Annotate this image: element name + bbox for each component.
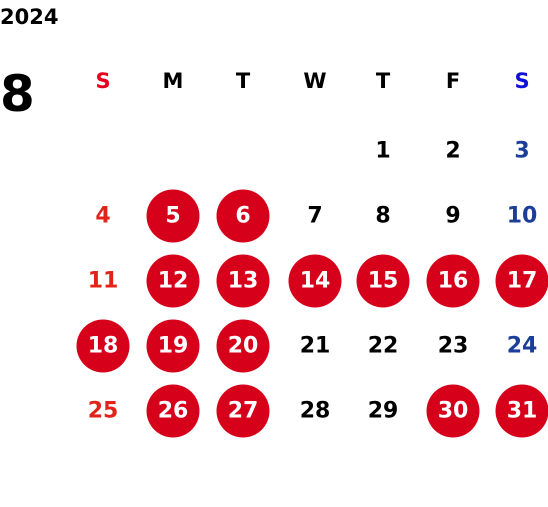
day-number: 9 [445,204,460,229]
day-number: 27 [228,399,259,424]
day-number: 16 [438,269,469,294]
day-number: 15 [368,269,399,294]
day-number: 19 [158,334,189,359]
day-number: 26 [158,399,189,424]
weekday-label: S [514,69,529,93]
day-number: 3 [514,139,529,164]
month: 8 [0,65,35,123]
weekday-label: T [236,69,251,93]
day-number: 7 [307,204,322,229]
day-number: 24 [507,334,538,359]
weekday-label: F [446,69,460,93]
day-number: 5 [165,204,180,229]
weekday-label: T [376,69,391,93]
year: 2024 [0,5,58,29]
day-number: 28 [300,399,331,424]
day-number: 23 [438,334,469,359]
day-number: 31 [507,399,538,424]
weekday-label: W [303,69,326,93]
weekday-label: M [163,69,184,93]
day-number: 20 [228,334,259,359]
day-number: 4 [95,204,110,229]
day-number: 18 [88,334,119,359]
day-number: 17 [507,269,538,294]
day-number: 22 [368,334,399,359]
day-number: 14 [300,269,331,294]
day-number: 13 [228,269,259,294]
day-number: 11 [88,269,119,294]
day-number: 8 [375,204,390,229]
day-number: 1 [375,139,390,164]
day-number: 30 [438,399,469,424]
weekday-label: S [95,69,110,93]
day-number: 29 [368,399,399,424]
day-number: 2 [445,139,460,164]
day-number: 10 [507,204,538,229]
day-number: 12 [158,269,189,294]
day-number: 25 [88,399,119,424]
day-number: 21 [300,334,331,359]
day-number: 6 [235,204,250,229]
